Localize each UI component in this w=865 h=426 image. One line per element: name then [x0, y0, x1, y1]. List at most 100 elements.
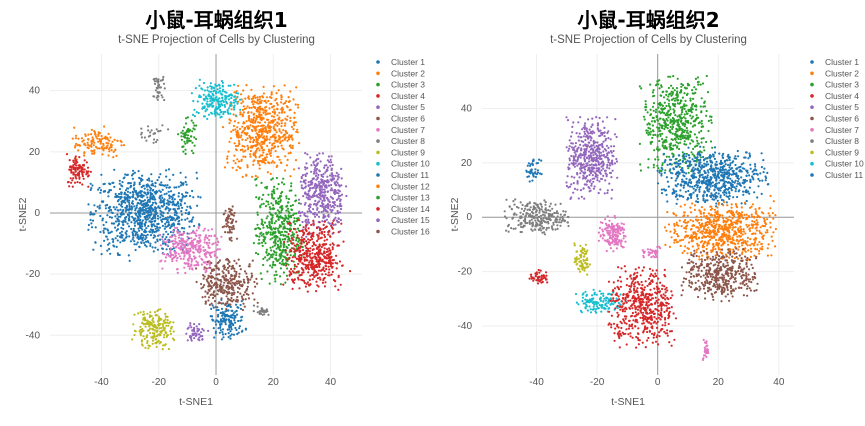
point-cluster-1 — [122, 200, 125, 204]
point-cluster-10 — [215, 111, 218, 114]
point-cluster-6 — [238, 264, 241, 267]
point-cluster-8 — [153, 77, 156, 81]
point-cluster-2 — [240, 98, 243, 101]
legend-item[interactable]: Cluster 7 — [376, 125, 425, 135]
point-cluster-3 — [268, 223, 271, 226]
legend-item[interactable]: Cluster 10 — [376, 159, 430, 169]
legend-item[interactable]: Cluster 1 — [376, 57, 425, 67]
point-cluster-2 — [277, 155, 280, 158]
point-cluster-3 — [646, 129, 649, 132]
point-cluster-6 — [200, 287, 203, 290]
point-cluster-14 — [304, 285, 307, 288]
point-cluster-1 — [161, 196, 164, 199]
point-cluster-5 — [327, 155, 330, 158]
legend-item[interactable]: Cluster 9 — [376, 147, 425, 157]
legend-item[interactable]: Cluster 13 — [376, 193, 430, 203]
point-cluster-9 — [139, 331, 143, 334]
point-cluster-3 — [711, 146, 714, 149]
point-cluster-3 — [283, 263, 286, 266]
point-cluster-13 — [183, 126, 186, 129]
point-cluster-1 — [176, 202, 179, 205]
point-cluster-14 — [300, 242, 303, 245]
point-cluster-1 — [146, 211, 149, 214]
point-cluster-10 — [217, 91, 220, 94]
point-cluster-7 — [192, 251, 195, 254]
point-cluster-14 — [323, 235, 327, 239]
point-cluster-3 — [670, 94, 673, 97]
point-cluster-6 — [208, 289, 211, 292]
legend-item[interactable]: Cluster 4 — [376, 91, 425, 101]
legend-item[interactable]: Cluster 2 — [376, 68, 425, 78]
point-cluster-1 — [150, 220, 154, 223]
legend-item[interactable]: Cluster 14 — [376, 204, 430, 214]
point-cluster-9 — [140, 340, 143, 343]
point-cluster-14 — [327, 230, 330, 234]
point-cluster-1 — [148, 230, 151, 233]
point-cluster-3 — [689, 122, 692, 125]
point-cluster-1 — [151, 228, 155, 231]
point-cluster-7 — [208, 263, 211, 266]
point-cluster-5 — [327, 215, 330, 218]
point-cluster-4 — [83, 159, 86, 162]
point-cluster-9 — [149, 321, 152, 324]
point-cluster-7 — [164, 256, 168, 259]
point-cluster-7 — [206, 251, 209, 254]
point-cluster-7 — [207, 244, 210, 247]
point-cluster-5 — [338, 185, 341, 188]
point-cluster-1 — [124, 220, 127, 223]
point-cluster-2 — [292, 168, 296, 171]
legend-item[interactable]: Cluster 11 — [376, 170, 429, 180]
point-cluster-3 — [710, 115, 713, 118]
point-cluster-6 — [230, 296, 233, 300]
chart-subtitle: t-SNE Projection of Cells by Clustering — [118, 34, 315, 46]
point-cluster-3 — [295, 239, 298, 242]
point-cluster-10 — [219, 111, 222, 114]
legend-item[interactable]: Cluster 6 — [376, 114, 425, 124]
point-cluster-12 — [90, 145, 93, 148]
point-cluster-2 — [287, 152, 290, 155]
point-cluster-10 — [221, 104, 224, 107]
point-cluster-10 — [206, 105, 210, 108]
point-cluster-13 — [184, 148, 187, 151]
point-cluster-9 — [141, 328, 144, 331]
point-cluster-3 — [290, 208, 294, 211]
point-cluster-2 — [253, 100, 256, 103]
point-cluster-11 — [221, 333, 225, 336]
point-cluster-6 — [202, 286, 205, 289]
point-cluster-1 — [132, 236, 135, 239]
point-cluster-3 — [658, 122, 661, 125]
point-cluster-10 — [216, 98, 219, 101]
point-cluster-2 — [252, 160, 255, 163]
y-axis-label: t-SNE2 — [17, 197, 29, 231]
point-cluster-1 — [139, 215, 142, 218]
point-cluster-3 — [292, 234, 295, 237]
point-cluster-2 — [230, 108, 233, 111]
legend-item[interactable]: Cluster 5 — [376, 102, 425, 112]
legend-item[interactable]: Cluster 3 — [376, 80, 425, 90]
point-cluster-3 — [268, 211, 271, 214]
point-cluster-3 — [255, 184, 258, 187]
point-cluster-2 — [292, 122, 295, 125]
point-cluster-14 — [317, 238, 320, 241]
point-cluster-3 — [262, 263, 265, 267]
legend-item[interactable]: Cluster 12 — [376, 181, 430, 191]
point-cluster-11 — [234, 326, 237, 330]
point-cluster-14 — [306, 266, 309, 269]
legend-item[interactable]: Cluster 8 — [376, 136, 425, 146]
point-cluster-5 — [304, 166, 307, 169]
point-cluster-10 — [227, 107, 230, 110]
point-cluster-14 — [311, 248, 314, 251]
point-cluster-10 — [209, 90, 213, 93]
point-cluster-2 — [267, 161, 270, 164]
point-cluster-2 — [241, 148, 244, 151]
point-cluster-1 — [131, 215, 134, 218]
point-cluster-4 — [70, 170, 73, 173]
point-cluster-2 — [272, 126, 275, 130]
point-cluster-9 — [139, 328, 142, 331]
point-cluster-2 — [226, 157, 229, 160]
legend-item[interactable]: Cluster 16 — [376, 227, 430, 237]
point-cluster-2 — [264, 126, 267, 129]
legend-item[interactable]: Cluster 15 — [376, 215, 430, 225]
point-cluster-3 — [660, 124, 663, 127]
point-cluster-3 — [271, 256, 274, 259]
